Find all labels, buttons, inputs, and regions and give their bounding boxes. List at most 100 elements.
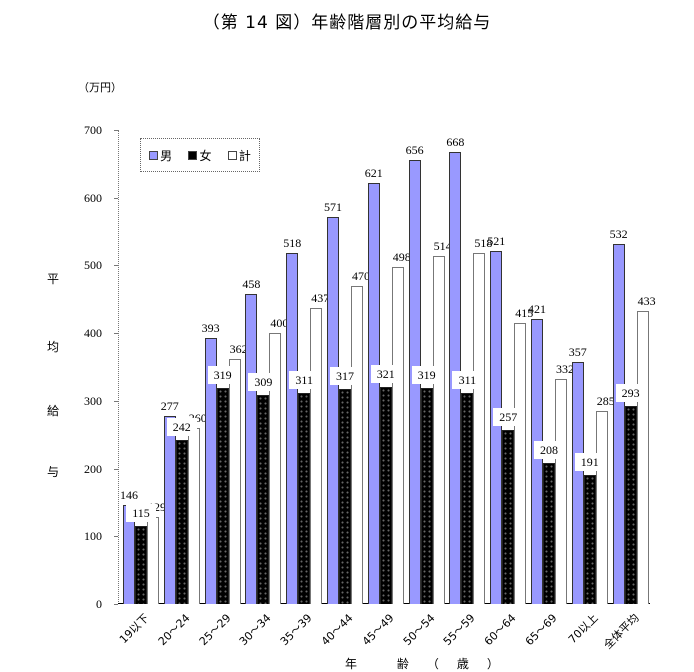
legend-item-female: 女 bbox=[188, 147, 212, 164]
value-label-female: 115 bbox=[126, 504, 156, 523]
y-tick-label: 200 bbox=[84, 461, 102, 476]
bar-male bbox=[204, 337, 217, 604]
bar-female bbox=[502, 429, 515, 604]
bar-female bbox=[175, 440, 188, 604]
value-label-female: 319 bbox=[207, 365, 238, 384]
value-label-total: 437 bbox=[311, 291, 330, 306]
bar-female bbox=[216, 387, 229, 604]
y-tick-label: 400 bbox=[84, 326, 102, 341]
y-axis-label-char: 均 bbox=[47, 340, 60, 354]
y-tick-mark bbox=[114, 130, 118, 131]
y-axis-line bbox=[118, 130, 119, 604]
value-label-male: 571 bbox=[324, 200, 342, 215]
value-label-female: 321 bbox=[370, 364, 401, 383]
y-axis-label-char: 給 bbox=[47, 404, 60, 418]
y-tick-mark bbox=[114, 604, 118, 605]
legend-item-male: 男 bbox=[149, 147, 172, 164]
y-tick-label: 700 bbox=[84, 123, 102, 137]
bar-female bbox=[339, 389, 351, 604]
value-label-male: 668 bbox=[446, 134, 465, 149]
value-label-male: 277 bbox=[160, 399, 179, 414]
value-label-female: 317 bbox=[330, 367, 360, 386]
y-axis-label-char: 与 bbox=[47, 465, 60, 479]
bar-female bbox=[420, 387, 433, 604]
bar-total bbox=[228, 358, 241, 604]
bar-male bbox=[612, 243, 625, 604]
value-label-female: 309 bbox=[248, 372, 279, 391]
value-label-male: 518 bbox=[283, 236, 302, 251]
value-label-total: 285 bbox=[596, 394, 615, 408]
y-tick-mark bbox=[114, 536, 118, 538]
y-tick-mark bbox=[114, 400, 118, 402]
value-label-total: 332 bbox=[556, 362, 574, 377]
bar-male bbox=[327, 217, 339, 604]
legend: 男 女 計 bbox=[140, 138, 260, 172]
bar-male bbox=[163, 416, 176, 604]
female-swatch-icon bbox=[188, 150, 198, 160]
bar-female bbox=[583, 474, 596, 604]
value-label-female: 208 bbox=[534, 441, 564, 460]
value-label-male: 421 bbox=[528, 301, 546, 316]
legend-label-total: 計 bbox=[238, 148, 251, 163]
y-tick-mark bbox=[114, 197, 118, 199]
bar-total bbox=[269, 333, 282, 604]
value-label-total: 400 bbox=[270, 316, 289, 331]
y-tick-label: 0 bbox=[96, 597, 102, 611]
value-label-male: 393 bbox=[201, 320, 220, 335]
value-label-total: 433 bbox=[637, 293, 656, 308]
bar-male bbox=[245, 293, 258, 604]
y-tick-mark bbox=[114, 468, 118, 470]
bar-total bbox=[555, 379, 567, 604]
bar-female bbox=[461, 393, 474, 604]
bar-female bbox=[379, 386, 392, 604]
bar-male bbox=[531, 318, 543, 604]
value-label-female: 242 bbox=[166, 418, 197, 437]
y-tick-label: 600 bbox=[84, 190, 102, 205]
bar-female bbox=[135, 526, 147, 604]
y-tick-mark bbox=[114, 333, 118, 335]
y-axis-label-char: 平 bbox=[47, 272, 60, 286]
value-label-total: 362 bbox=[229, 341, 248, 356]
y-tick-label: 500 bbox=[84, 258, 102, 273]
value-label-female: 257 bbox=[493, 407, 524, 426]
y-axis-unit: （万円） bbox=[78, 81, 122, 94]
bar-total bbox=[187, 427, 200, 604]
y-tick-label: 300 bbox=[84, 393, 102, 408]
bar-total bbox=[473, 253, 486, 604]
total-swatch-icon bbox=[227, 150, 237, 160]
bar-female bbox=[624, 405, 637, 604]
value-label-male: 621 bbox=[364, 166, 383, 181]
bar-male bbox=[286, 253, 299, 604]
value-label-female: 311 bbox=[452, 371, 483, 390]
legend-item-total: 計 bbox=[227, 147, 251, 164]
bar-male bbox=[490, 251, 503, 604]
value-label-male: 521 bbox=[487, 234, 506, 249]
value-label-total: 415 bbox=[515, 305, 534, 320]
bar-total bbox=[310, 308, 323, 604]
bar-total bbox=[391, 266, 404, 604]
bar-total bbox=[636, 310, 649, 604]
bar-male bbox=[571, 362, 584, 604]
value-label-female: 319 bbox=[411, 365, 442, 384]
value-label-male: 357 bbox=[568, 345, 587, 360]
bar-male bbox=[367, 183, 380, 604]
bar-female bbox=[298, 393, 311, 604]
bar-total bbox=[147, 516, 159, 604]
legend-label-male: 男 bbox=[160, 148, 173, 163]
bar-female bbox=[257, 394, 270, 604]
value-label-male: 656 bbox=[405, 142, 424, 157]
value-label-female: 311 bbox=[289, 371, 320, 390]
x-axis-label: 年 齢（歳） bbox=[345, 657, 517, 671]
male-swatch-icon bbox=[149, 150, 159, 160]
legend-label-female: 女 bbox=[199, 148, 212, 163]
value-label-total: 514 bbox=[433, 238, 452, 253]
value-label-male: 458 bbox=[242, 276, 261, 291]
value-label-female: 293 bbox=[615, 383, 646, 402]
value-label-total: 498 bbox=[392, 249, 411, 264]
chart-title: （第 14 図）年齢階層別の平均給与 bbox=[202, 13, 492, 33]
value-label-total: 470 bbox=[352, 268, 370, 283]
value-label-female: 191 bbox=[574, 452, 605, 471]
y-tick-label: 100 bbox=[84, 529, 102, 544]
bar-total bbox=[351, 285, 363, 604]
bar-total bbox=[432, 255, 445, 604]
